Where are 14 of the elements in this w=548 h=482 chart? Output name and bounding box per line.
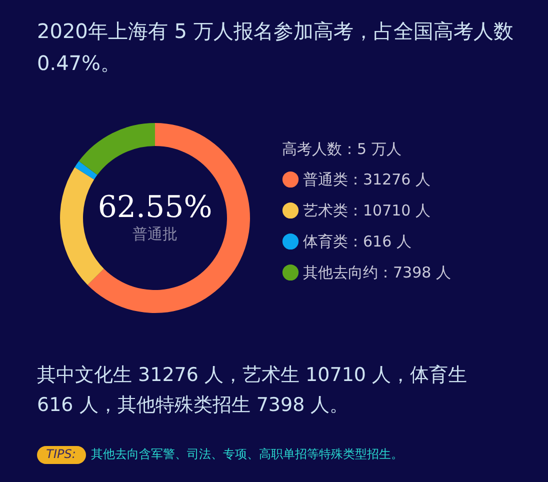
chart-title: 2020年上海有 5 万人报名参加高考，占全国高考人数 0.47%。 — [37, 19, 514, 75]
legend-label: 艺术类：10710 人 — [303, 202, 430, 220]
donut-slice — [78, 123, 155, 175]
donut-slice — [88, 123, 250, 313]
legend-title: 高考人数：5 万人 — [282, 140, 402, 158]
legend-label: 其他去向约：7398 人 — [303, 264, 451, 282]
text: 62.55% — [98, 190, 212, 225]
text: 其他去向含军警、司法、专项、高职单招等特殊类型招生。 — [91, 447, 403, 461]
legend-label: 体育类：616 人 — [303, 232, 412, 250]
legend-label: 普通类：31276 人 — [303, 170, 430, 188]
donut-slice — [74, 161, 98, 180]
text: 普通批 — [132, 225, 178, 243]
text: 其中文化生 31276 人，艺术生 10710 人，体育生 616 人，其他特殊类招生 7398 人。 — [37, 364, 468, 416]
text: TIPS: — [46, 447, 76, 461]
